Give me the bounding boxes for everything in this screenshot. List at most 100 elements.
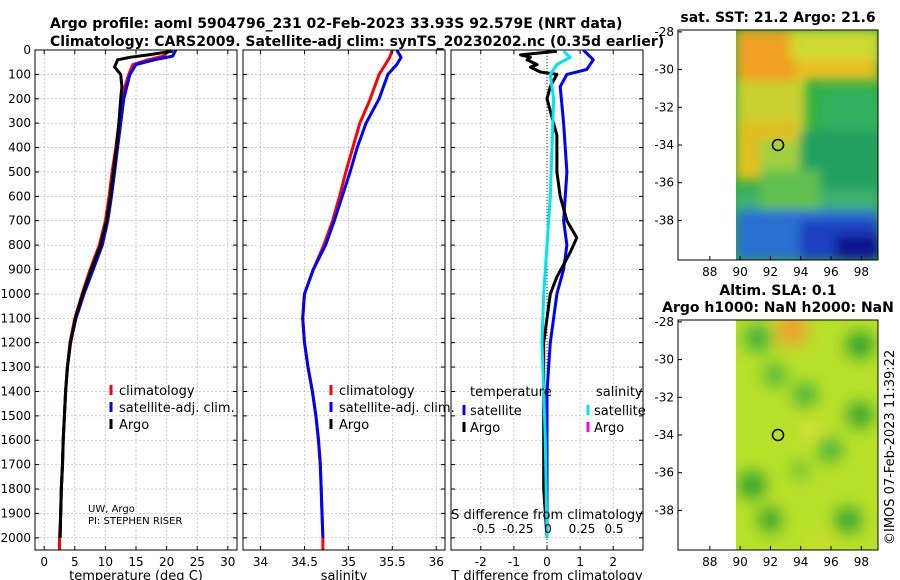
y-tick-label: -28 (654, 25, 674, 39)
y-tick-label: 900 (8, 263, 31, 277)
x-tick-label: 20 (159, 555, 174, 569)
y-tick-label: 1200 (0, 336, 31, 350)
annotation-line2: PI: STEPHEN RISER (88, 516, 182, 527)
y-tick-label: 700 (8, 214, 31, 228)
x-axis-label: T difference from climatology (450, 569, 643, 580)
sla-map-title: Altim. SLA: 0.1 (719, 283, 836, 299)
x-tick-label: 96 (823, 265, 838, 279)
sst-map-title: sat. SST: 21.2 Argo: 21.6 (680, 10, 875, 26)
legend-label: satellite (594, 404, 646, 419)
x-tick-label: 30 (220, 555, 235, 569)
y-tick-label: -30 (654, 63, 674, 77)
difference-panel: -2 -1 0 1 2T difference from climatology temp… (450, 49, 646, 580)
legend-title-temperature: temperature (470, 385, 552, 400)
y-tick-label: -32 (654, 100, 674, 114)
x-tick-label: 88 (702, 555, 717, 569)
figure-title-line1: Argo profile: aoml 5904796_231 02-Feb-20… (50, 16, 622, 32)
x-axis-label: salinity (321, 569, 368, 580)
y-tick-label: -28 (654, 315, 674, 329)
y-tick-label: -36 (654, 176, 674, 190)
x-tick-label: 92 (763, 555, 778, 569)
series-group (58, 50, 178, 550)
x-tick-label: 98 (854, 555, 869, 569)
y-tick-label: 1400 (0, 384, 31, 398)
x-tick-label: 15 (128, 555, 143, 569)
y-tick-label: 1500 (0, 409, 31, 423)
x-tick-label: 35.5 (379, 555, 406, 569)
y-tick-label: -38 (654, 503, 674, 517)
y-tick-label: 1900 (0, 506, 31, 520)
legend-label: satellite-adj. clim. (119, 401, 235, 416)
top-axis-label: S difference from climatology (451, 508, 643, 523)
x-tick-label: 2 (609, 555, 617, 569)
sla-map-subtitle: Argo h1000: NaN h2000: NaN (662, 300, 894, 316)
y-tick-label: 300 (8, 116, 31, 130)
legend-label: Argo (339, 418, 369, 433)
x-tick-label: 0 (40, 555, 48, 569)
series-line-t-satellite (545, 50, 595, 538)
x-tick-label: 25 (190, 555, 205, 569)
legend-label: Argo (119, 418, 149, 433)
x-tick-label: 98 (854, 265, 869, 279)
y-tick-label: -30 (654, 353, 674, 367)
legend-label: climatology (339, 384, 415, 399)
y-tick-label: -38 (654, 213, 674, 227)
series-line-s-satellite (540, 50, 572, 538)
series-group (519, 50, 595, 538)
y-tick-label: 0 (23, 43, 31, 57)
series-line-argo (58, 50, 173, 538)
y-tick-label: 1800 (0, 482, 31, 496)
y-tick-label: 600 (8, 189, 31, 203)
x-tick-label: 90 (732, 555, 747, 569)
y-tick-label: 200 (8, 92, 31, 106)
top-tick-label: -0.5 (472, 522, 495, 536)
sst-argo-marker (771, 138, 785, 152)
x-tick-label: 36 (429, 555, 444, 569)
x-tick-label: 5 (71, 555, 79, 569)
x-tick-label: 94 (793, 265, 808, 279)
y-tick-label: 1100 (0, 311, 31, 325)
legend-label: Argo (594, 421, 624, 436)
imos-credit: ©IMOS 07-Feb-2023 11:39:22 (883, 350, 898, 545)
legend-label: climatology (119, 384, 195, 399)
x-tick-label: -2 (475, 555, 487, 569)
x-axis-label: temperature (deg C) (69, 569, 203, 580)
legend-title-salinity: salinity (596, 385, 643, 400)
annotation-line1: UW, Argo (88, 504, 135, 515)
plot-frame (242, 49, 446, 551)
salinity-panel: 34 34.5 35 35.5 36 salinity climatology satelli… (242, 49, 455, 580)
sst-heatmap (736, 30, 878, 260)
series-line-climatology (58, 50, 171, 550)
y-tick-label: 2000 (0, 531, 31, 545)
y-tick-label: 500 (8, 165, 31, 179)
series-group (301, 50, 403, 550)
sla-argo-marker (771, 428, 785, 442)
y-tick-label: 1300 (0, 360, 31, 374)
x-tick-label: -1 (508, 555, 520, 569)
top-tick-label: 0.25 (569, 522, 596, 536)
figure-title-line2: Climatology: CARS2009. Satellite-adj cli… (50, 34, 664, 50)
y-tick-label: -34 (654, 428, 674, 442)
x-tick-label: 0 (543, 555, 551, 569)
top-tick-label: 0 (544, 522, 552, 536)
x-tick-label: 94 (793, 555, 808, 569)
x-tick-label: 88 (702, 265, 717, 279)
x-tick-label: 90 (732, 265, 747, 279)
x-tick-label: 35 (341, 555, 356, 569)
y-tick-label: -36 (654, 466, 674, 480)
x-tick-label: 92 (763, 265, 778, 279)
legend-label: satellite (470, 404, 522, 419)
x-tick-label: 10 (98, 555, 113, 569)
series-line-climatology (301, 50, 394, 550)
sla-map-axes: 88 90 92 94 96 98 -28 -30 -32 -34 -36 -38 (654, 315, 869, 569)
legend-label: Argo (470, 421, 500, 436)
y-tick-label: 400 (8, 141, 31, 155)
top-tick-label: -0.25 (502, 522, 533, 536)
y-tick-label: 1000 (0, 287, 31, 301)
y-tick-label: -34 (654, 138, 674, 152)
top-tick-label: 0.5 (604, 522, 623, 536)
x-tick-label: 34 (253, 555, 268, 569)
sla-heatmap (736, 320, 878, 550)
y-tick-label: 1700 (0, 458, 31, 472)
